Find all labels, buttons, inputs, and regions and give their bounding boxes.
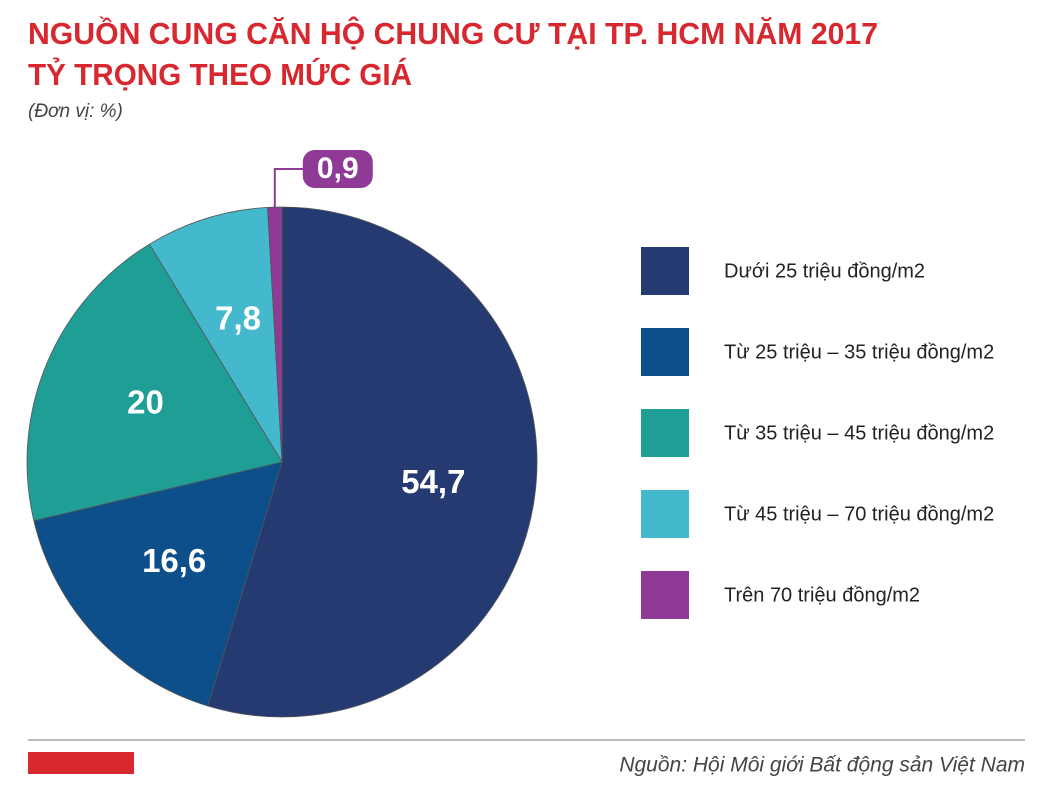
data-label: 7,8: [215, 299, 261, 336]
callout-line: [273, 168, 305, 208]
pie-slice: [148, 206, 283, 463]
legend-swatch: [641, 409, 689, 457]
logo-box: [28, 752, 134, 774]
source: Nguồn: Hội Môi giới Bất động sản Việt Na…: [619, 754, 1025, 777]
legend-swatch: [641, 247, 689, 295]
pie-slice: [267, 206, 283, 463]
callout-box: [302, 150, 373, 188]
unit-note: (Đơn vị: %): [28, 101, 123, 122]
legend-label: Dưới 25 triệu đồng/m2: [724, 260, 925, 282]
legend-swatch: [641, 571, 689, 619]
legend-label: Từ 25 triệu – 35 triệu đồng/m2: [724, 341, 994, 363]
chart-title: NGUỒN CUNG CĂN HỘ CHUNG CƯ TẠI TP. HCM N…: [28, 15, 878, 51]
data-label: 54,7: [401, 463, 465, 500]
legend-label: Trên 70 triệu đồng/m2: [724, 584, 920, 606]
pie-slice: [33, 461, 283, 707]
data-label: 20: [127, 384, 164, 421]
legend-label: Từ 35 triệu – 45 triệu đồng/m2: [724, 422, 994, 444]
legend-label: Từ 45 triệu – 70 triệu đồng/m2: [724, 503, 994, 525]
pie-slice: [26, 243, 283, 522]
legend-swatch: [641, 490, 689, 538]
chart-subtitle: TỶ TRỌNG THEO MỨC GIÁ: [28, 56, 412, 92]
pie-slice: [207, 206, 538, 718]
legend-swatch: [641, 328, 689, 376]
data-label: 16,6: [142, 542, 206, 579]
data-label: 0,9: [317, 152, 359, 185]
